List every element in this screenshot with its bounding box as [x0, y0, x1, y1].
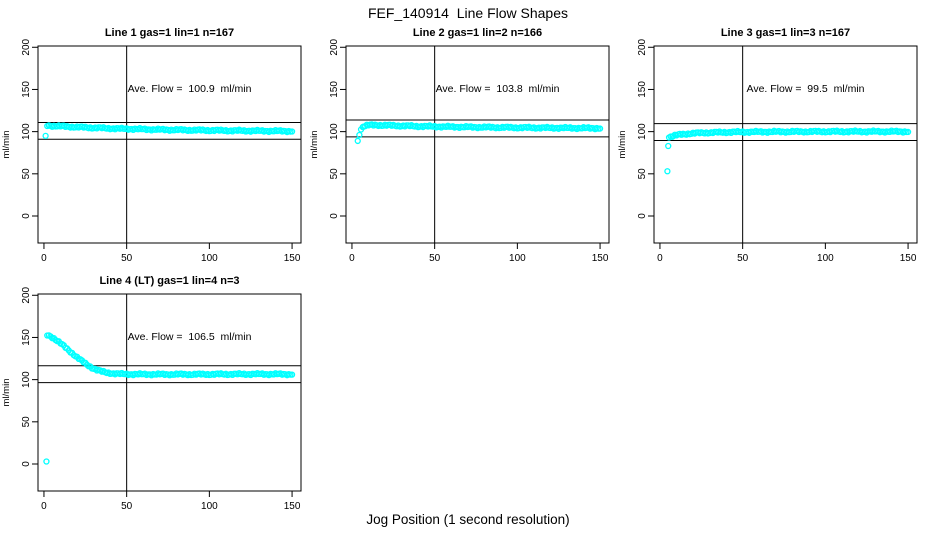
x-tick-label: 50: [429, 253, 441, 264]
x-tick-label: 50: [737, 253, 749, 264]
data-point: [42, 132, 49, 140]
panel-line-3: 0 50 100 150 0 50 100 150 200 ml/min Line 3 gas=1 …: [617, 27, 918, 264]
data-point: [596, 125, 604, 132]
y-tick-label: 200: [21, 286, 32, 303]
y-axis-label: ml/min: [1, 379, 12, 407]
plot-box: [653, 45, 918, 244]
x-tick-label: 100: [201, 253, 218, 264]
y-tick-label: 0: [637, 213, 648, 219]
data-point: [664, 168, 671, 175]
x-tick-label: 0: [349, 253, 355, 264]
y-tick-label: 200: [329, 38, 340, 55]
data-point: [288, 128, 296, 135]
data-point: [356, 131, 363, 139]
x-tick-label: 50: [121, 253, 133, 264]
data-point: [43, 458, 50, 465]
x-tick-label: 0: [41, 253, 47, 264]
data-point: [354, 137, 361, 145]
y-tick-label: 150: [329, 81, 340, 98]
x-axis-label: Jog Position (1 second resolution): [366, 512, 570, 527]
data-point: [288, 371, 296, 378]
data-point: [904, 128, 912, 136]
data-point: [665, 142, 672, 150]
panel-line-4: 0 50 100 150 0 50 100 150 200 ml/min Line 4 (LT) g…: [1, 275, 302, 512]
panel-title: Line 1 gas=1 lin=1 n=167: [105, 27, 234, 39]
y-tick-label: 100: [21, 123, 32, 140]
data-points: [354, 121, 604, 145]
ave-flow-annotation: Ave. Flow = 106.5 ml/min: [128, 331, 252, 343]
y-axis-label: ml/min: [617, 131, 628, 159]
x-tick-label: 150: [900, 253, 917, 264]
y-tick-label: 0: [21, 461, 32, 467]
panel-line-2: 0 50 100 150 0 50 100 150 200 ml/min Line 2 gas=1 …: [309, 27, 610, 264]
x-tick-label: 100: [201, 501, 218, 512]
panel-title: Line 3 gas=1 lin=3 n=167: [721, 27, 850, 39]
panel-title: Line 2 gas=1 lin=2 n=166: [413, 27, 542, 39]
y-tick-label: 50: [637, 168, 648, 180]
y-tick-label: 200: [21, 38, 32, 55]
y-tick-label: 100: [637, 123, 648, 140]
y-tick-label: 150: [21, 81, 32, 98]
y-tick-label: 50: [21, 416, 32, 428]
y-axis-label: ml/min: [309, 131, 320, 159]
x-tick-label: 150: [592, 253, 609, 264]
x-tick-label: 50: [121, 501, 133, 512]
y-tick-label: 150: [637, 81, 648, 98]
y-tick-label: 0: [21, 213, 32, 219]
data-point: [83, 361, 91, 368]
y-tick-label: 100: [329, 123, 340, 140]
ave-flow-annotation: Ave. Flow = 99.5 ml/min: [747, 83, 865, 95]
data-points: [664, 127, 912, 175]
y-tick-label: 100: [21, 371, 32, 388]
figure-title: FEF_140914 Line Flow Shapes: [367, 5, 568, 21]
plot-box: [37, 45, 302, 244]
panel-title: Line 4 (LT) gas=1 lin=4 n=3: [99, 275, 239, 287]
y-axis-label: ml/min: [1, 131, 12, 159]
y-tick-label: 200: [637, 38, 648, 55]
y-tick-label: 50: [329, 168, 340, 180]
panel-line-1: 0 50 100 150 0 50 100 150 200 ml/min Line 1 gas=1 …: [1, 27, 302, 264]
y-tick-label: 150: [21, 329, 32, 346]
y-tick-label: 50: [21, 168, 32, 180]
ave-flow-annotation: Ave. Flow = 100.9 ml/min: [128, 83, 252, 95]
x-tick-label: 150: [284, 253, 301, 264]
ave-flow-annotation: Ave. Flow = 103.8 ml/min: [436, 83, 560, 95]
data-points: [43, 332, 296, 465]
x-tick-label: 0: [41, 501, 47, 512]
plot-box: [37, 293, 302, 492]
plot-box: [345, 45, 610, 244]
y-tick-label: 0: [329, 213, 340, 219]
x-tick-label: 0: [657, 253, 663, 264]
x-tick-label: 100: [817, 253, 834, 264]
data-points: [42, 122, 296, 140]
x-tick-label: 150: [284, 501, 301, 512]
x-tick-label: 100: [509, 253, 526, 264]
